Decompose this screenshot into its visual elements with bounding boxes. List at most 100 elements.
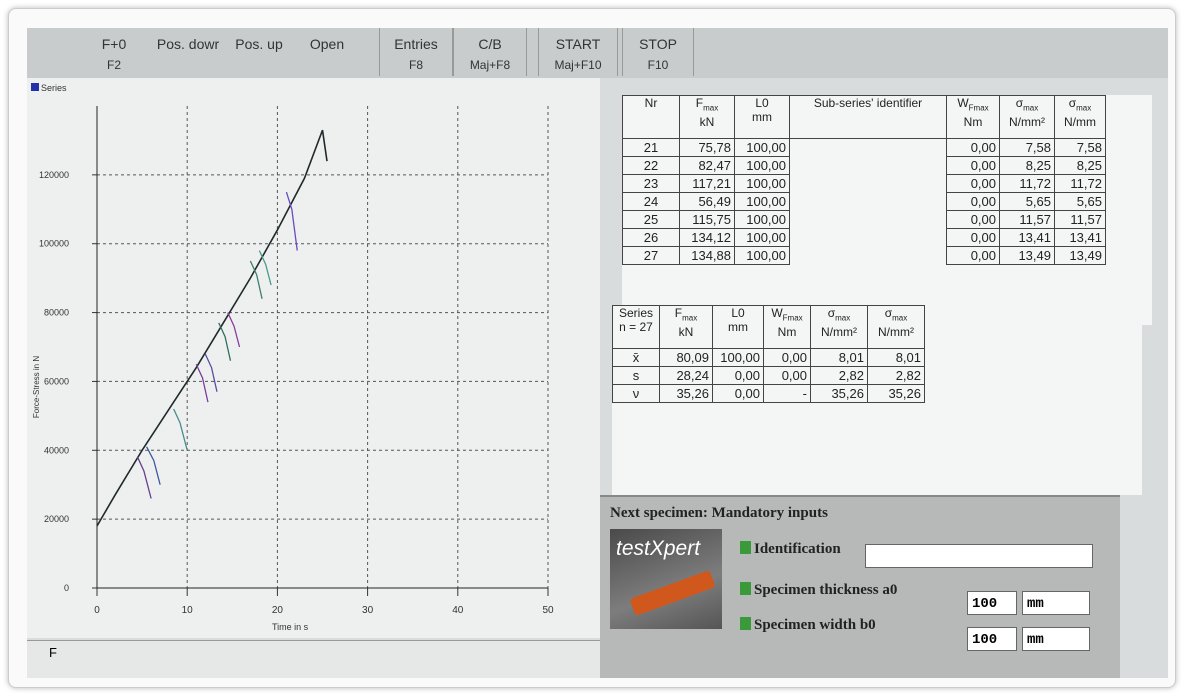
mandatory-icon <box>740 541 751 554</box>
x-tick-label: 40 <box>452 605 464 616</box>
button-label: F+0 <box>89 36 139 52</box>
table-cell: 82,47 <box>680 157 735 175</box>
symbol-sub: max <box>682 313 697 322</box>
header-symbol: WFmax <box>950 96 996 115</box>
field-label: Specimen width b0 <box>740 617 876 634</box>
button-key: F2 <box>89 58 139 72</box>
table-cell: 0,00 <box>947 193 1000 211</box>
x-axis-label: Time in s <box>272 622 309 632</box>
y-tick-label: 20000 <box>44 514 69 524</box>
header-symbol: σmax <box>871 306 921 325</box>
symbol: F <box>696 96 703 110</box>
series-line <box>138 457 152 498</box>
symbol-sub: max <box>1076 103 1091 112</box>
chart: Series0200004000060000800001000001200000… <box>27 78 600 638</box>
table-cell: 13,49 <box>1000 247 1055 265</box>
header-unit: N/mm <box>1058 115 1102 129</box>
table-row: 23117,21100,000,0011,7211,72 <box>623 175 1106 193</box>
table-cell: 22 <box>623 157 680 175</box>
table-cell: 27 <box>623 247 680 265</box>
sub-series-cell <box>790 139 947 157</box>
sub-series-cell <box>790 175 947 193</box>
toolbar-button[interactable]: Pos. up <box>230 28 288 76</box>
table-cell: 35,26 <box>811 385 868 403</box>
table-cell: 0,00 <box>764 349 811 367</box>
y-tick-label: 120000 <box>39 170 69 180</box>
toolbar-button[interactable]: C/B Maj+F8 <box>453 28 527 76</box>
button-label: C/B <box>454 36 526 52</box>
table-cell: 2,82 <box>868 367 925 385</box>
header-symbol: WFmax <box>767 306 807 325</box>
table-cell: 100,00 <box>735 229 790 247</box>
table-row: s28,240,000,002,822,82 <box>613 367 925 385</box>
table-row: 27134,88100,000,0013,4913,49 <box>623 247 1106 265</box>
symbol: L0 <box>731 306 744 320</box>
header-symbol: Fmax <box>683 96 731 115</box>
header-unit: n = 27 <box>616 320 656 334</box>
table-row: 25115,75100,000,0011,5711,57 <box>623 211 1106 229</box>
x-tick-label: 30 <box>362 605 374 616</box>
button-key: Maj+F8 <box>454 58 526 72</box>
table-cell: 2,82 <box>811 367 868 385</box>
y-tick-label: 80000 <box>44 308 69 318</box>
column-header: σmaxN/mm² <box>868 306 925 349</box>
x-tick-label: 10 <box>182 605 194 616</box>
table-row: 2175,78100,000,007,587,58 <box>623 139 1106 157</box>
table-cell: 0,00 <box>713 367 764 385</box>
toolbar-button[interactable]: Open <box>292 28 362 76</box>
table-cell: 13,49 <box>1055 247 1106 265</box>
table-cell: 134,12 <box>680 229 735 247</box>
unit-select[interactable]: mm <box>1022 627 1090 651</box>
table-cell: 8,25 <box>1000 157 1055 175</box>
table-cell: 26 <box>623 229 680 247</box>
table-cell: 24 <box>623 193 680 211</box>
table-cell: 100,00 <box>735 247 790 265</box>
table-cell: 0,00 <box>947 229 1000 247</box>
status-text: F <box>49 645 57 660</box>
header-symbol: σmax <box>814 306 864 325</box>
symbol-sub: Fmax <box>783 313 803 322</box>
table-cell: 5,65 <box>1055 193 1106 211</box>
table-cell: 80,09 <box>660 349 713 367</box>
series-line <box>196 364 208 402</box>
column-header: σmaxN/mm² <box>1000 96 1055 139</box>
panel-title: Next specimen: Mandatory inputs <box>610 505 828 522</box>
logo-text: testXpert <box>616 537 700 561</box>
table-cell: ν <box>613 385 660 403</box>
y-tick-label: 100000 <box>39 239 69 249</box>
unit-select[interactable]: mm <box>1022 591 1090 615</box>
header-unit: mm <box>716 320 760 334</box>
identification-input[interactable] <box>865 544 1093 568</box>
toolbar-button[interactable]: Pos. dowr <box>149 28 227 76</box>
specimen-image <box>629 570 715 616</box>
table-cell: 28,24 <box>660 367 713 385</box>
header-unit: Nm <box>767 325 807 339</box>
header-symbol: σmax <box>1058 96 1102 115</box>
x-tick-label: 20 <box>272 605 284 616</box>
thickness-input[interactable]: 100 <box>967 591 1017 615</box>
header-row: NrFmaxkNL0mmSub-series' identifierWFmaxN… <box>623 96 1106 139</box>
field-label: Specimen thickness a0 <box>740 582 897 599</box>
width-input[interactable]: 100 <box>967 627 1017 651</box>
y-axis-label: Force-Stress in N <box>32 356 41 418</box>
table-cell: 11,72 <box>1055 175 1106 193</box>
table-cell: 0,00 <box>764 367 811 385</box>
series-line <box>97 130 327 526</box>
symbol-sub: Fmax <box>969 103 989 112</box>
table-cell: 0,00 <box>713 385 764 403</box>
series-line <box>259 251 271 285</box>
table-cell: 8,01 <box>868 349 925 367</box>
header-symbol: L0 <box>716 306 760 320</box>
header-unit: N/mm² <box>871 325 921 339</box>
chart-panel: Series0200004000060000800001000001200000… <box>27 78 600 638</box>
table-cell: - <box>764 385 811 403</box>
